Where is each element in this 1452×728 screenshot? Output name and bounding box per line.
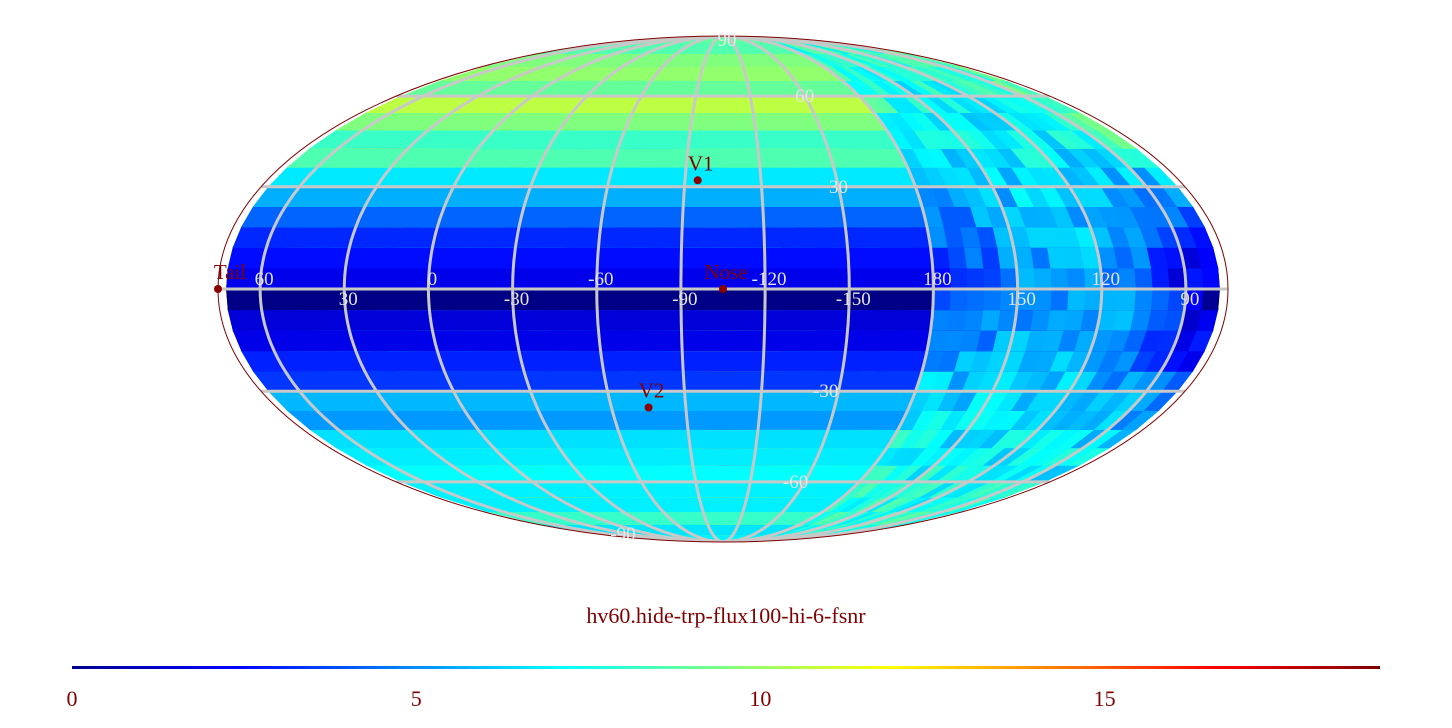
- flux-cell: [1150, 288, 1170, 311]
- latitude-label: -30: [813, 381, 838, 402]
- flux-cell: [932, 288, 951, 311]
- longitude-label: 60: [255, 269, 274, 290]
- colorbar-tick-label: 10: [749, 686, 772, 711]
- colorbar-tick-label: 0: [66, 686, 78, 711]
- marker-nose-dot: [719, 285, 727, 293]
- marker-v1-label: V1: [688, 151, 714, 175]
- longitude-label: 180: [923, 269, 952, 290]
- flux-cell: [1167, 267, 1187, 290]
- longitude-label: -30: [504, 289, 529, 310]
- flux-cell: [1049, 267, 1069, 290]
- flux-cell: [980, 247, 1001, 269]
- flux-cell: [982, 267, 1002, 290]
- longitude-label: 120: [1092, 269, 1121, 290]
- longitude-label: -90: [672, 289, 697, 310]
- flux-cell: [1033, 288, 1052, 311]
- flux-cell: [963, 309, 984, 331]
- flux-cell: [1066, 267, 1086, 290]
- flux-cell: [1200, 267, 1220, 290]
- map-title: hv60.hide-trp-flux100-hi-6-fsnr: [586, 603, 866, 628]
- flux-cell: [1150, 267, 1170, 290]
- flux-cell: [1116, 288, 1136, 311]
- flux-cell: [1200, 288, 1220, 311]
- marker-v2-dot: [644, 403, 653, 412]
- flux-cell: [1100, 288, 1119, 311]
- graticule-labels: 60 30 0 -30 -60 -90 -120 -150 180 150 120 90 90 60 30 -…: [255, 30, 1200, 545]
- flux-cell: [965, 267, 985, 290]
- flux-cell: [980, 309, 1001, 331]
- flux-cell: [999, 267, 1018, 290]
- flux-cell: [949, 288, 968, 311]
- flux-cell: [946, 309, 967, 331]
- markers: V1 Nose V2 Tail: [214, 151, 748, 412]
- longitude-label: 150: [1007, 289, 1036, 310]
- latitude-label: -60: [783, 472, 808, 493]
- colorbar: [72, 666, 1380, 669]
- longitude-label: -150: [836, 289, 871, 310]
- colorbar-tick-label: 15: [1093, 686, 1116, 711]
- marker-tail-label: Tail: [214, 260, 247, 284]
- graticule: [218, 36, 1228, 542]
- longitude-label: 90: [1180, 289, 1199, 310]
- latitude-label: 60: [795, 86, 814, 107]
- flux-cell: [1016, 267, 1035, 290]
- flux-cell: [965, 288, 985, 311]
- flux-cell: [1033, 267, 1052, 290]
- longitude-label: 0: [428, 269, 438, 290]
- marker-tail-dot: [214, 285, 222, 293]
- marker-v1-dot: [693, 176, 702, 185]
- sky-map: 60 30 0 -30 -60 -90 -120 -150 180 150 120 90 90 60 30 -…: [214, 30, 1229, 545]
- longitude-label: -60: [588, 269, 613, 290]
- flux-cell: [1133, 267, 1153, 290]
- flux-cell: [946, 247, 967, 269]
- latitude-label: 90: [718, 30, 737, 51]
- marker-v2-label: V2: [639, 379, 665, 403]
- flux-cell: [1083, 288, 1103, 311]
- latitude-label: 30: [829, 177, 848, 198]
- flux-cell: [963, 247, 984, 269]
- marker-nose-label: Nose: [704, 260, 747, 284]
- colorbar-gradient: [72, 666, 1380, 669]
- flux-cell: [1133, 288, 1153, 311]
- flux-cell: [982, 288, 1002, 311]
- flux-cell: [1066, 288, 1086, 311]
- longitude-label: 30: [339, 289, 358, 310]
- longitude-label: -120: [752, 269, 787, 290]
- flux-cell: [949, 267, 968, 290]
- flux-cell: [1049, 288, 1069, 311]
- colorbar-tick-label: 5: [410, 686, 422, 711]
- latitude-label: -90: [610, 524, 635, 545]
